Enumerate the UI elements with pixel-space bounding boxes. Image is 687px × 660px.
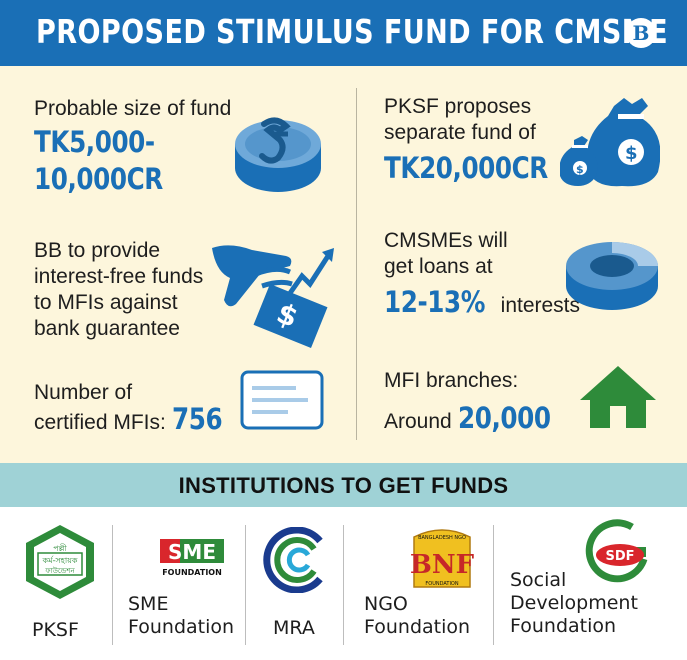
institution-label-mra: MRA	[273, 617, 315, 639]
fund-size-value-line1: TK5,000-	[34, 125, 155, 159]
institution-label-sdf: Social Development Foundation	[510, 569, 638, 638]
branches-value: 20,000	[457, 401, 551, 435]
header-banner: PROPOSED STIMULUS FUND FOR CMSME B	[0, 0, 687, 66]
brand-logo: B	[626, 18, 656, 48]
mfis-line-2: certified MFIs: 756	[34, 402, 231, 436]
pksf-logo-text-3: ফাউন্ডেশন	[44, 566, 75, 575]
institution-separator	[245, 525, 246, 645]
institution-separator	[343, 525, 344, 645]
pksf-logo-text-2: কর্ম-সহায়ক	[41, 556, 77, 565]
ngo-logo-text: BNF	[410, 550, 474, 580]
house-icon	[580, 366, 656, 428]
branches-around: Around	[384, 410, 452, 433]
sme-logo-text: SME	[168, 540, 216, 564]
money-bags-icon: $ $	[560, 98, 660, 187]
bb-line-4: bank guarantee	[34, 317, 180, 340]
fund-size-label: Probable size of fund	[34, 97, 232, 120]
branches-label: MFI branches:	[384, 369, 519, 392]
mra-logo	[263, 527, 323, 593]
loans-line-2: get loans at	[384, 255, 493, 278]
bb-line-1: BB to provide	[34, 239, 161, 262]
ngo-logo-sub: FOUNDATION	[425, 581, 458, 587]
ring-chart-icon	[566, 242, 658, 310]
sme-logo-sub: FOUNDATION	[162, 568, 222, 577]
pksf-line-1: PKSF proposes	[384, 95, 532, 118]
sdf-logo: SDF	[585, 519, 648, 583]
loans-rate-line: 12-13% interests	[384, 284, 588, 324]
loans-line-1: CMSMEs will	[384, 229, 508, 252]
taka-coin-icon	[235, 117, 321, 192]
loans-rate-value: 12-13%	[384, 285, 485, 319]
pksf-value-wrap: TK20,000CR	[384, 150, 577, 187]
bb-text: BB to provide interest-free funds to MFI…	[34, 238, 203, 342]
fund-size-value: TK5,000- 10,000CR	[34, 124, 186, 198]
ngo-label-line-2: Foundation	[364, 616, 471, 638]
institution-label-ngo: NGO Foundation	[364, 593, 470, 639]
ngo-logo-top: BANGLADESH NGO	[418, 535, 466, 541]
svg-text:$: $	[625, 143, 638, 164]
fund-size-value-line2: 10,000CR	[34, 162, 163, 196]
sdf-label-line-2: Development	[510, 592, 638, 614]
mfis-label: certified MFIs:	[34, 411, 166, 434]
sdf-logo-text: SDF	[605, 549, 634, 564]
loans-text: CMSMEs will get loans at	[384, 228, 508, 280]
ngo-foundation-logo: BANGLADESH NGO BNF FOUNDATION	[410, 529, 474, 588]
page-title: PROPOSED STIMULUS FUND FOR CMSME	[36, 12, 668, 51]
sme-label-line-2: Foundation	[128, 616, 235, 638]
pksf-text: PKSF proposes separate fund of	[384, 94, 536, 146]
pksf-value: TK20,000CR	[384, 151, 548, 185]
sdf-label-line-3: Foundation	[510, 615, 617, 637]
sdf-label-line-1: Social	[510, 569, 567, 591]
column-divider	[356, 88, 357, 440]
branches-value-line: Around 20,000	[384, 400, 566, 440]
institution-label-pksf: PKSF	[32, 619, 79, 641]
institution-separator	[112, 525, 113, 645]
sme-label-line-1: SME	[128, 593, 169, 615]
institutions-row: পল্লী কর্ম-সহায়ক ফাউন্ডেশন PKSF SME FOU…	[0, 507, 687, 660]
mfis-text: Number of certified MFIs: 756	[34, 380, 231, 436]
svg-text:$: $	[576, 163, 584, 176]
section-banner: INSTITUTIONS TO GET FUNDS	[0, 463, 687, 507]
pksf-logo: পল্লী কর্ম-সহায়ক ফাউন্ডেশন	[26, 525, 94, 599]
loans-rate-suffix: interests	[500, 294, 581, 317]
section-title: INSTITUTIONS TO GET FUNDS	[178, 473, 509, 498]
bb-line-3: to MFIs against	[34, 291, 178, 314]
mfis-line-1: Number of	[34, 381, 133, 404]
certificate-card-icon	[240, 370, 324, 430]
bb-line-2: interest-free funds	[34, 265, 204, 288]
pksf-logo-text-1: পল্লী	[53, 543, 67, 553]
mfis-value: 756	[171, 402, 223, 436]
hand-money-growth-icon: $	[212, 245, 334, 349]
sme-foundation-logo: SME FOUNDATION	[160, 539, 224, 577]
ngo-label-line-1: NGO	[364, 593, 408, 615]
institution-separator	[493, 525, 494, 645]
pksf-line-2: separate fund of	[384, 121, 536, 144]
institution-label-sme: SME Foundation	[128, 593, 234, 639]
